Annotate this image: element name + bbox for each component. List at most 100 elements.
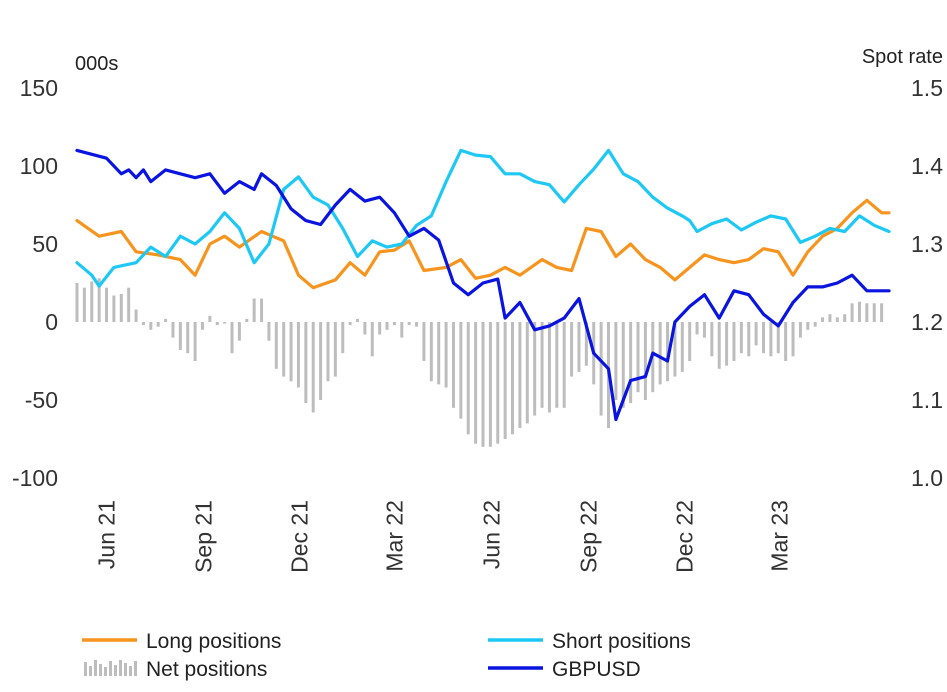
net-position-bar [496, 322, 500, 444]
net-position-bar [725, 322, 729, 366]
net-position-bar [503, 322, 507, 439]
net-position-bar [666, 322, 670, 382]
net-position-bar [422, 322, 426, 361]
net-position-bar [806, 322, 810, 330]
net-position-bar [392, 322, 396, 326]
left-axis: 150 100 50 0 -50 -100 [12, 75, 58, 491]
net-position-bar [511, 322, 515, 435]
legend-net-swatch [104, 667, 107, 676]
right-tick-label: 1.5 [911, 75, 943, 101]
right-tick-label: 1.3 [911, 231, 943, 257]
legend-gbpusd-label: GBPUSD [552, 658, 641, 681]
net-position-bar [193, 322, 197, 361]
net-position-bar [105, 287, 109, 322]
net-position-bar [304, 322, 308, 404]
x-tick-label: Dec 21 [287, 500, 313, 573]
net-position-bar [459, 322, 463, 419]
net-position-bar [762, 322, 766, 354]
net-position-bar [488, 322, 492, 447]
net-position-bar [245, 318, 249, 322]
left-tick-label: -100 [12, 465, 58, 491]
net-position-bar [555, 322, 559, 408]
net-position-bar [702, 322, 706, 338]
legend-net-swatch [109, 661, 112, 676]
net-position-bar [776, 322, 780, 354]
net-position-bar [739, 322, 743, 354]
net-position-bar [518, 322, 522, 429]
x-tick-label: Jun 21 [94, 500, 120, 569]
left-tick-label: 50 [32, 231, 58, 257]
net-position-bar [791, 322, 795, 357]
net-position-bar [296, 322, 300, 388]
net-position-bar [769, 322, 773, 357]
net-position-bar [754, 322, 758, 346]
net-position-bar [186, 322, 190, 354]
net-position-bar [289, 322, 293, 382]
right-tick-label: 1.0 [911, 465, 943, 491]
net-position-bar [547, 322, 551, 413]
net-position-bar [872, 303, 876, 322]
legend-net-swatch [134, 661, 137, 676]
net-position-bar [865, 303, 869, 322]
gbpusd-line [75, 148, 891, 422]
left-axis-unit: 000s [75, 53, 118, 75]
net-position-bar [451, 322, 455, 408]
net-position-bar [828, 314, 832, 322]
net-position-bar [363, 322, 367, 335]
right-tick-label: 1.4 [911, 153, 943, 179]
net-position-bar [813, 322, 817, 327]
net-position-bar [282, 322, 286, 377]
right-axis: 1.5 1.4 1.3 1.2 1.1 1.0 [911, 75, 943, 491]
right-tick-label: 1.2 [911, 309, 943, 335]
left-tick-label: 0 [45, 309, 58, 335]
net-position-bar [643, 322, 647, 400]
x-tick-label: Sep 22 [575, 500, 601, 573]
net-position-bar [75, 283, 79, 322]
net-position-bar [90, 281, 94, 322]
net-position-bar [621, 322, 625, 408]
x-tick-label: Jun 22 [478, 500, 504, 569]
net-position-bar [857, 301, 861, 322]
net-position-bar [200, 322, 204, 330]
net-position-bar [171, 322, 175, 338]
net-position-bar [843, 314, 847, 322]
net-position-bar [260, 298, 264, 322]
net-position-bar [481, 322, 485, 447]
net-position-bar [230, 322, 234, 354]
net-position-bar [658, 322, 662, 385]
legend-net-swatch [114, 665, 117, 676]
net-position-bar [333, 322, 337, 377]
left-tick-label: -50 [25, 387, 58, 413]
legend-long-positions-label: Long positions [146, 630, 281, 653]
legend-net-swatch [89, 666, 92, 676]
net-position-bar [695, 322, 699, 335]
x-tick-label: Sep 21 [191, 500, 217, 573]
net-position-bar [274, 322, 278, 369]
net-position-bar [208, 315, 212, 322]
net-position-bar [178, 322, 182, 351]
net-position-bar [710, 322, 714, 357]
net-position-bar [629, 322, 633, 404]
net-position-bar [378, 322, 382, 335]
net-position-bar [341, 322, 345, 354]
net-position-bar [319, 322, 323, 400]
legend-net-swatch [94, 660, 97, 676]
left-tick-label: 150 [20, 75, 58, 101]
net-position-bar [112, 295, 116, 322]
net-position-bar [119, 293, 123, 322]
left-tick-label: 100 [20, 153, 58, 179]
legend-net-swatch [119, 660, 122, 676]
net-position-bar [267, 322, 271, 341]
net-position-bar [540, 322, 544, 408]
right-axis-unit: Spot rate [862, 46, 943, 68]
net-position-bar [784, 322, 788, 361]
legend-short-positions-label: Short positions [552, 630, 691, 653]
net-position-bar [850, 303, 854, 322]
net-positions-bars [75, 278, 884, 447]
long-positions-line [75, 198, 891, 290]
net-position-bar [156, 322, 160, 327]
net-position-bar [311, 322, 315, 413]
net-position-bar [326, 322, 330, 382]
net-position-bar [215, 322, 219, 326]
